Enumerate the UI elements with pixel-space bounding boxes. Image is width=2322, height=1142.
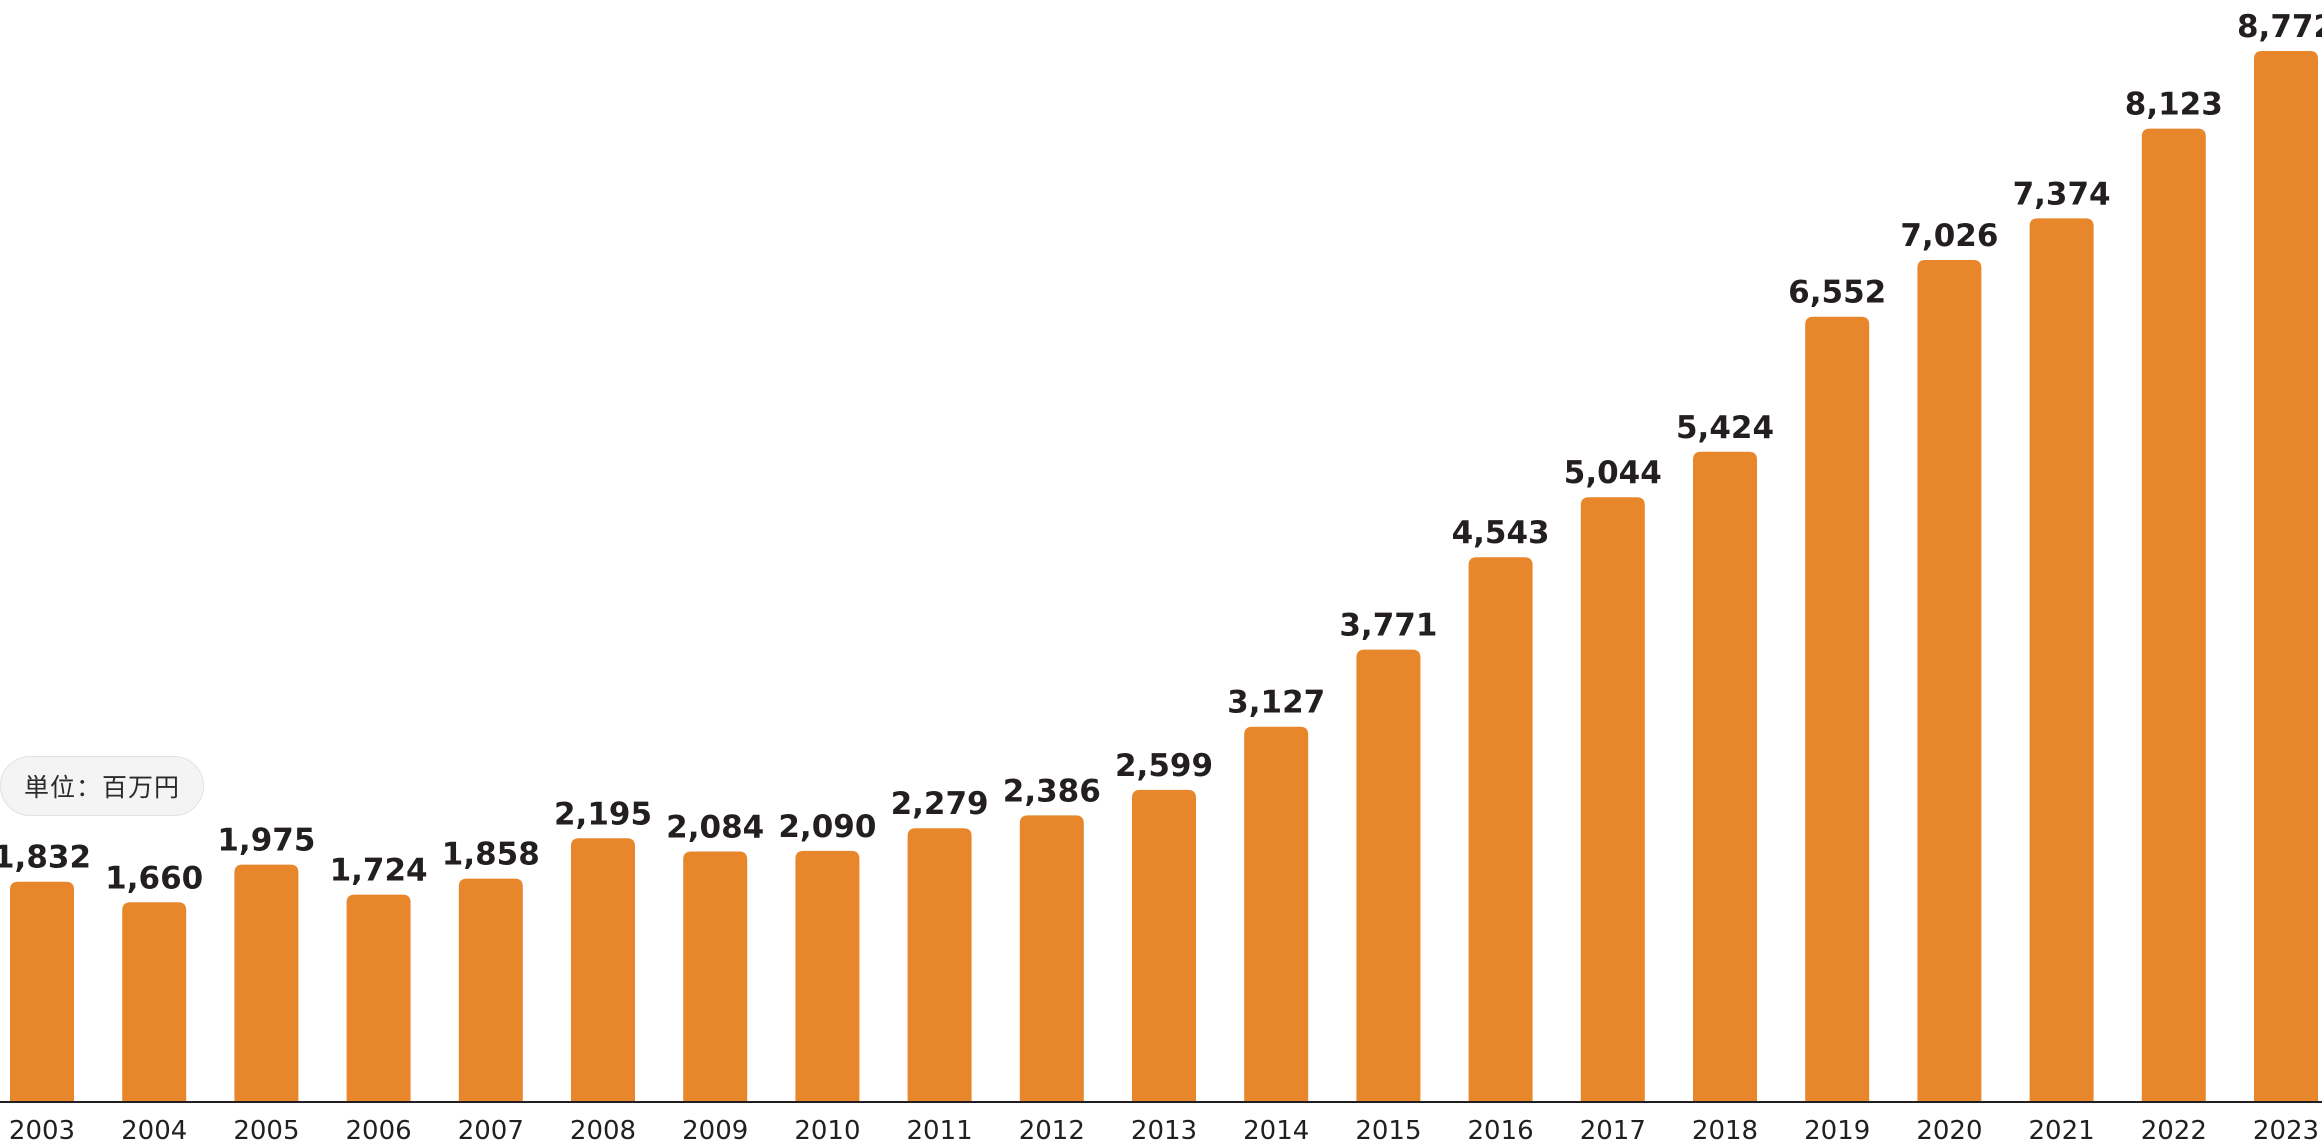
value-label-2022: 8,123 (2125, 87, 2223, 123)
value-label-2011: 2,279 (891, 786, 989, 822)
bar-2012 (1019, 815, 1084, 1101)
value-label-2018: 5,424 (1676, 410, 1774, 446)
bar-2021 (2029, 218, 2094, 1102)
bar-2007 (458, 878, 523, 1101)
x-tick-label-2012: 2012 (1019, 1116, 1085, 1142)
value-label-2008: 2,195 (554, 796, 652, 832)
bar-2015 (1356, 649, 1421, 1101)
bar-2008 (571, 838, 635, 1101)
bar-2005 (234, 864, 299, 1101)
value-label-2016: 4,543 (1452, 515, 1550, 551)
x-tick-label-2022: 2022 (2141, 1116, 2207, 1142)
x-tick-label-2011: 2011 (907, 1116, 973, 1142)
value-label-2007: 1,858 (442, 837, 540, 873)
x-tick-label-2015: 2015 (1355, 1116, 1421, 1142)
value-labels-group: 1,832 1,660 1,975 1,724 1,858 2,195 2,084 2,090… (0, 9, 2322, 896)
x-tick-label-2023: 2023 (2253, 1116, 2319, 1142)
bar-2003 (10, 881, 74, 1101)
bar-2019 (1805, 316, 1870, 1101)
bar-2018 (1693, 451, 1757, 1101)
unit-label: 単位：百万円 (23, 773, 180, 802)
bar-2006 (346, 894, 411, 1101)
value-label-2021: 7,374 (2013, 176, 2111, 212)
value-label-2003: 1,832 (0, 840, 91, 876)
value-label-2005: 1,975 (217, 823, 315, 859)
x-tick-label-2019: 2019 (1804, 1116, 1870, 1142)
x-tick-label-2020: 2020 (1916, 1116, 1982, 1142)
bar-2017 (1580, 497, 1645, 1101)
bar-2016 (1468, 557, 1533, 1101)
value-label-2004: 1,660 (105, 860, 203, 896)
value-label-2023: 8,772 (2237, 9, 2322, 45)
value-label-2009: 2,084 (666, 810, 764, 846)
x-tick-label-2005: 2005 (233, 1116, 299, 1142)
bar-2014 (1244, 726, 1309, 1101)
bar-2004 (122, 902, 187, 1101)
x-tick-labels-group: 2003 2004 2005 2006 2007 2008 2009 2010 2011 2012… (9, 1116, 2319, 1142)
bar-2013 (1132, 789, 1196, 1101)
x-tick-label-2018: 2018 (1692, 1116, 1758, 1142)
bar-2009 (683, 851, 748, 1101)
x-tick-label-2013: 2013 (1131, 1116, 1197, 1142)
x-tick-label-2003: 2003 (9, 1116, 75, 1142)
value-label-2017: 5,044 (1564, 455, 1662, 491)
x-tick-label-2017: 2017 (1580, 1116, 1646, 1142)
bar-2022 (2141, 128, 2206, 1101)
bar-2020 (1917, 259, 1982, 1102)
value-label-2019: 6,552 (1788, 275, 1886, 311)
bars-group (10, 51, 2318, 1102)
x-tick-label-2014: 2014 (1243, 1116, 1309, 1142)
value-label-2012: 2,386 (1003, 773, 1101, 809)
value-label-2010: 2,090 (778, 809, 876, 845)
value-label-2014: 3,127 (1227, 685, 1325, 721)
x-tick-label-2016: 2016 (1468, 1116, 1534, 1142)
x-tick-label-2006: 2006 (346, 1116, 412, 1142)
x-tick-label-2021: 2021 (2029, 1116, 2095, 1142)
unit-badge: 単位：百万円 (0, 756, 204, 816)
bar-2011 (907, 828, 972, 1101)
x-tick-label-2008: 2008 (570, 1116, 636, 1142)
bar-2010 (795, 850, 860, 1101)
bar-2023 (2254, 51, 2318, 1101)
value-label-2013: 2,599 (1115, 748, 1213, 784)
x-tick-label-2009: 2009 (682, 1116, 748, 1142)
x-tick-label-2007: 2007 (458, 1116, 524, 1142)
value-label-2006: 1,724 (330, 853, 428, 889)
value-label-2015: 3,771 (1339, 608, 1437, 644)
x-tick-label-2010: 2010 (794, 1116, 860, 1142)
value-label-2020: 7,026 (1900, 218, 1998, 254)
x-tick-label-2004: 2004 (121, 1116, 187, 1142)
